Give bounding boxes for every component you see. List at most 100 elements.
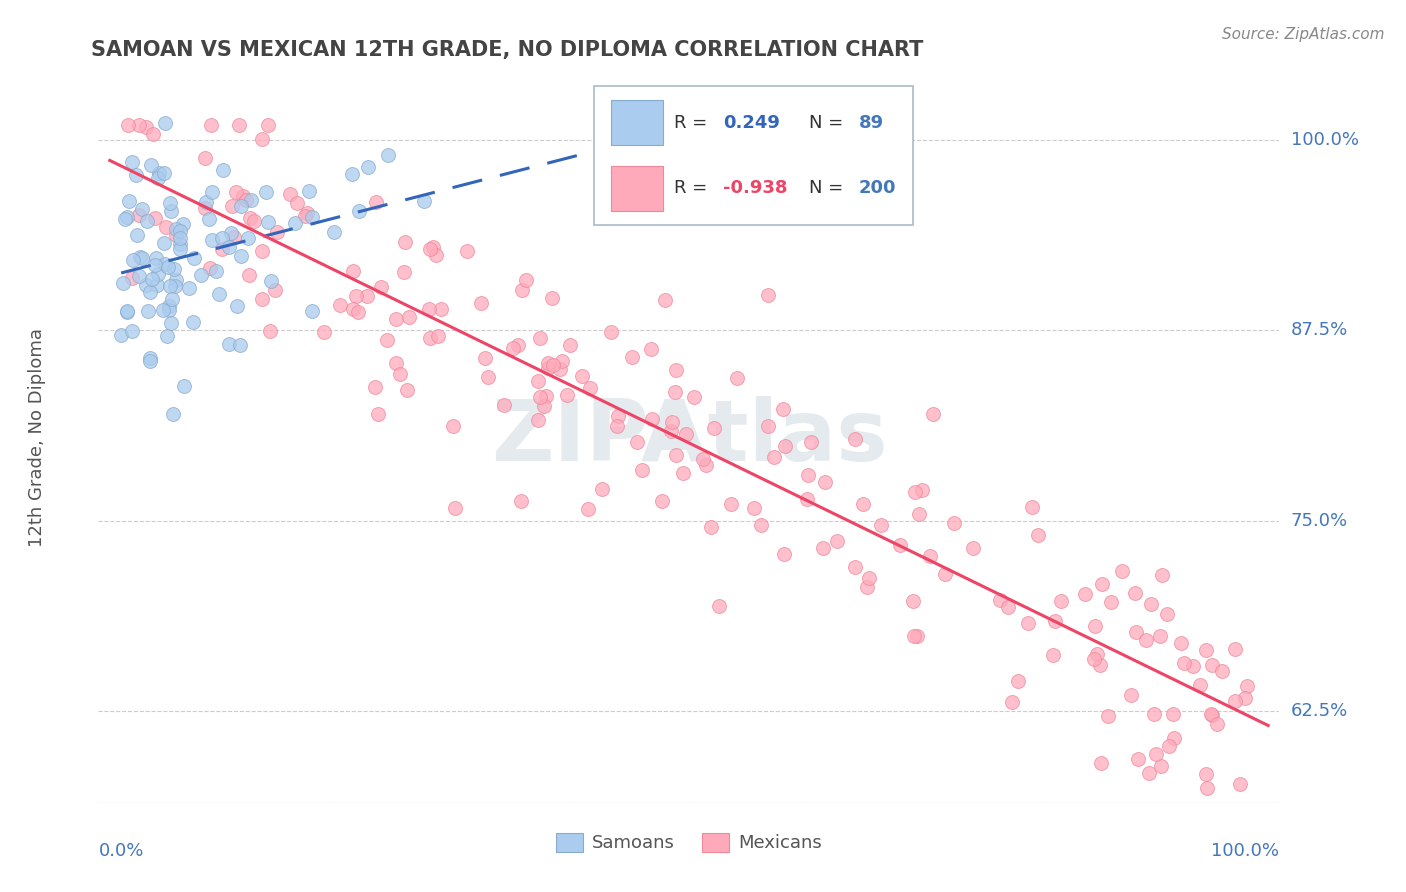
Point xyxy=(297,206,319,220)
Point xyxy=(1225,694,1247,708)
Point xyxy=(125,228,148,243)
Point xyxy=(1126,752,1149,766)
Point xyxy=(844,560,866,574)
Text: 200: 200 xyxy=(859,179,897,197)
Point xyxy=(1026,527,1049,541)
Point xyxy=(340,168,363,182)
Text: N =: N = xyxy=(810,113,849,131)
Point xyxy=(526,374,548,388)
Point xyxy=(201,185,224,199)
Point xyxy=(160,292,183,306)
Text: N =: N = xyxy=(810,179,849,197)
Point xyxy=(692,451,714,466)
Point xyxy=(200,233,222,247)
Point xyxy=(470,296,492,310)
Point xyxy=(235,193,257,207)
Point xyxy=(707,599,730,613)
Point xyxy=(225,185,247,199)
Point xyxy=(682,390,704,404)
Point xyxy=(631,463,654,477)
Point xyxy=(190,268,212,283)
Point xyxy=(314,325,336,339)
Point xyxy=(121,324,143,338)
Point xyxy=(160,204,183,219)
Point xyxy=(441,418,464,433)
Point xyxy=(811,541,834,555)
Point xyxy=(385,355,408,369)
Point xyxy=(344,289,367,303)
Point xyxy=(228,118,250,132)
Point xyxy=(169,242,191,256)
Point xyxy=(1083,652,1105,666)
Point xyxy=(129,250,152,264)
Point xyxy=(222,229,245,244)
Point xyxy=(555,388,578,402)
Point xyxy=(1097,709,1119,723)
Point xyxy=(1084,619,1107,633)
Text: SAMOAN VS MEXICAN 12TH GRADE, NO DIPLOMA CORRELATION CHART: SAMOAN VS MEXICAN 12TH GRADE, NO DIPLOMA… xyxy=(91,40,924,60)
Point xyxy=(456,244,478,259)
Point xyxy=(211,231,233,245)
Point xyxy=(121,271,143,285)
Text: 62.5%: 62.5% xyxy=(1291,702,1348,721)
Point xyxy=(903,630,925,644)
Point xyxy=(232,189,254,203)
Point xyxy=(239,211,262,226)
Point xyxy=(139,351,162,365)
Point xyxy=(1050,594,1073,608)
Point xyxy=(742,500,765,515)
Point xyxy=(243,214,266,228)
Point xyxy=(1189,677,1212,691)
Point xyxy=(844,432,866,446)
Point xyxy=(591,482,613,496)
Point xyxy=(856,580,879,594)
Point xyxy=(156,328,179,343)
Point xyxy=(250,244,273,258)
Point xyxy=(117,210,139,224)
Point xyxy=(146,267,169,281)
Point xyxy=(200,118,222,132)
Point xyxy=(664,363,686,377)
Point xyxy=(226,299,249,313)
Point xyxy=(700,520,723,534)
Point xyxy=(198,260,221,275)
Point xyxy=(238,268,260,282)
Point xyxy=(148,166,170,180)
Point xyxy=(165,227,187,242)
Point xyxy=(256,215,278,229)
Point xyxy=(1149,629,1171,643)
Point xyxy=(356,289,378,303)
Text: 0.249: 0.249 xyxy=(723,113,780,131)
Point xyxy=(418,302,440,317)
Point xyxy=(474,351,496,366)
Point xyxy=(169,236,191,251)
Point xyxy=(1201,708,1223,723)
Point xyxy=(346,305,368,319)
Point xyxy=(756,418,779,433)
Point xyxy=(173,379,195,393)
Point xyxy=(218,337,240,351)
Point xyxy=(579,381,602,395)
Point xyxy=(661,416,683,430)
Point xyxy=(429,301,451,316)
Point xyxy=(152,236,174,251)
Point xyxy=(1137,766,1160,780)
Point xyxy=(118,194,141,209)
Text: 100.0%: 100.0% xyxy=(1291,131,1358,149)
Point xyxy=(1043,614,1066,628)
Point xyxy=(128,208,150,222)
Point xyxy=(155,257,177,271)
Point xyxy=(654,293,676,307)
Point xyxy=(537,361,560,376)
Point xyxy=(1229,777,1251,791)
Point xyxy=(364,194,387,209)
Point xyxy=(1181,659,1204,673)
Point xyxy=(725,371,748,385)
Text: 87.5%: 87.5% xyxy=(1291,321,1348,340)
Point xyxy=(121,253,143,268)
Point xyxy=(1150,758,1173,772)
Point xyxy=(1123,586,1146,600)
Point xyxy=(228,338,250,352)
Point xyxy=(157,260,180,274)
Point xyxy=(194,152,217,166)
